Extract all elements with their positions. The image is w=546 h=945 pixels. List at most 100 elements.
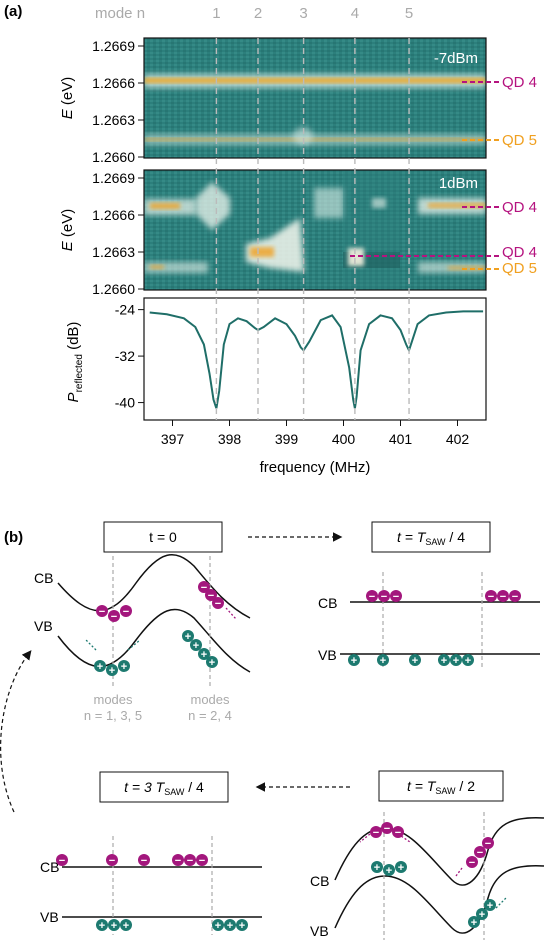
svg-text:+: + (487, 900, 493, 912)
svg-text:−: − (99, 606, 105, 618)
half-vb-band (334, 864, 545, 934)
electron: − (482, 837, 494, 850)
half-cb-label: CB (310, 873, 329, 889)
reflection-trace (149, 310, 484, 409)
x-tick-label: 402 (446, 431, 470, 447)
hole: + (236, 919, 248, 932)
electron: − (56, 854, 68, 867)
svg-text:−: − (111, 611, 117, 623)
middle-qd4-upper-label: QD 4 (502, 199, 537, 216)
hole: + (182, 630, 194, 643)
svg-text:+: + (453, 655, 459, 667)
t0-cb-band (57, 553, 251, 619)
electron: − (370, 826, 382, 839)
hole: + (106, 664, 118, 677)
top-energy-map (144, 38, 486, 158)
three-quarter-cb-label: CB (40, 859, 59, 875)
hole: + (438, 654, 450, 667)
quarter-cb-label: CB (318, 595, 337, 611)
state-box-three-quarter: t = 3 TSAW / 4 (99, 771, 229, 803)
svg-text:−: − (199, 855, 205, 867)
mode-number: 4 (351, 5, 359, 22)
svg-text:−: − (381, 591, 387, 603)
t0-cb-label: CB (34, 570, 53, 586)
electron: − (392, 826, 404, 839)
top-map-power: -7dBm (434, 50, 478, 67)
electron: − (172, 854, 184, 867)
hole: + (476, 908, 488, 921)
top-qd4-label: QD 4 (502, 74, 537, 91)
reflection-x-label: frequency (MHz) (260, 459, 371, 476)
middle-map-power: 1dBm (439, 175, 478, 192)
mode-number: 5 (405, 5, 413, 22)
svg-text:−: − (175, 855, 181, 867)
svg-text:−: − (201, 582, 207, 594)
hole: + (450, 654, 462, 667)
svg-text:+: + (239, 920, 245, 932)
svg-text:+: + (215, 920, 221, 932)
electron: − (474, 846, 486, 859)
modes-even-line1: modes (190, 692, 230, 707)
svg-text:−: − (187, 855, 193, 867)
hole: + (348, 654, 360, 667)
svg-text:−: − (123, 606, 129, 618)
middle-qd5-label: QD 5 (502, 260, 537, 277)
mode-number: 3 (299, 5, 307, 22)
electron-motion-arrows (225, 607, 463, 877)
electron: − (381, 822, 393, 835)
electron: − (466, 856, 478, 869)
middle-map-y-ticks: 1.2669 1.2666 1.2663 1.2660 (92, 170, 144, 297)
three-quarter-vb-label: VB (40, 909, 59, 925)
svg-text:+: + (441, 655, 447, 667)
hole: + (377, 654, 389, 667)
electron: − (485, 590, 497, 603)
svg-text:−: − (485, 838, 491, 850)
hole: + (94, 660, 106, 673)
y-tick-label: 1.2669 (92, 170, 135, 186)
arrow-back-to-start (0, 650, 32, 813)
charge-carriers: − − −−−−+ + +++++− − − − − −+ + + + + +− − − − − −+ + + + + +− − −… (56, 581, 521, 932)
quarter-vb-label: VB (318, 647, 337, 663)
svg-text:−: − (373, 827, 379, 839)
svg-text:−: − (59, 855, 65, 867)
mode-numbers: 1 2 3 4 5 (212, 5, 413, 22)
hole: + (96, 919, 108, 932)
state-box-quarter: t = TSAW / 4 (371, 521, 491, 553)
y-tick-label: 1.2660 (92, 281, 135, 297)
svg-text:+: + (209, 657, 215, 669)
middle-energy-map (144, 170, 486, 290)
svg-text:−: − (469, 857, 475, 869)
panel-b-label: (b) (4, 529, 23, 546)
svg-text:+: + (185, 631, 191, 643)
top-map-y-ticks: 1.2669 1.2666 1.2663 1.2660 (92, 38, 144, 165)
hole: + (395, 861, 407, 874)
svg-text:−: − (369, 591, 375, 603)
svg-text:−: − (393, 591, 399, 603)
hole: + (212, 919, 224, 932)
state-box-half: t = TSAW / 2 (378, 770, 504, 802)
svg-text:t = 3 TSAW / 4: t = 3 TSAW / 4 (124, 779, 204, 797)
electron: − (96, 605, 108, 618)
y-tick-label: 1.2669 (92, 38, 135, 54)
reflection-y-label: Preflected (dB) (65, 322, 85, 403)
middle-qd4-lower-label: QD 4 (502, 244, 537, 261)
electron: − (205, 589, 217, 602)
y-tick-label: -24 (115, 302, 135, 318)
hole: + (409, 654, 421, 667)
t0-vb-band (57, 608, 251, 673)
x-tick-label: 400 (332, 431, 356, 447)
svg-text:+: + (374, 862, 380, 874)
modes-odd-line1: modes (93, 692, 133, 707)
hole: + (371, 861, 383, 874)
hole: + (120, 919, 132, 932)
half-vb-label: VB (310, 923, 329, 939)
electron: − (212, 597, 224, 610)
half-cb-band (334, 816, 545, 886)
top-map-y-label: E (eV) (59, 77, 76, 120)
svg-text:−: − (512, 591, 518, 603)
electron: − (390, 590, 402, 603)
svg-text:+: + (398, 862, 404, 874)
svg-text:−: − (208, 590, 214, 602)
reflection-y-ticks: -24 -32 -40 (115, 302, 144, 411)
svg-text:+: + (123, 920, 129, 932)
